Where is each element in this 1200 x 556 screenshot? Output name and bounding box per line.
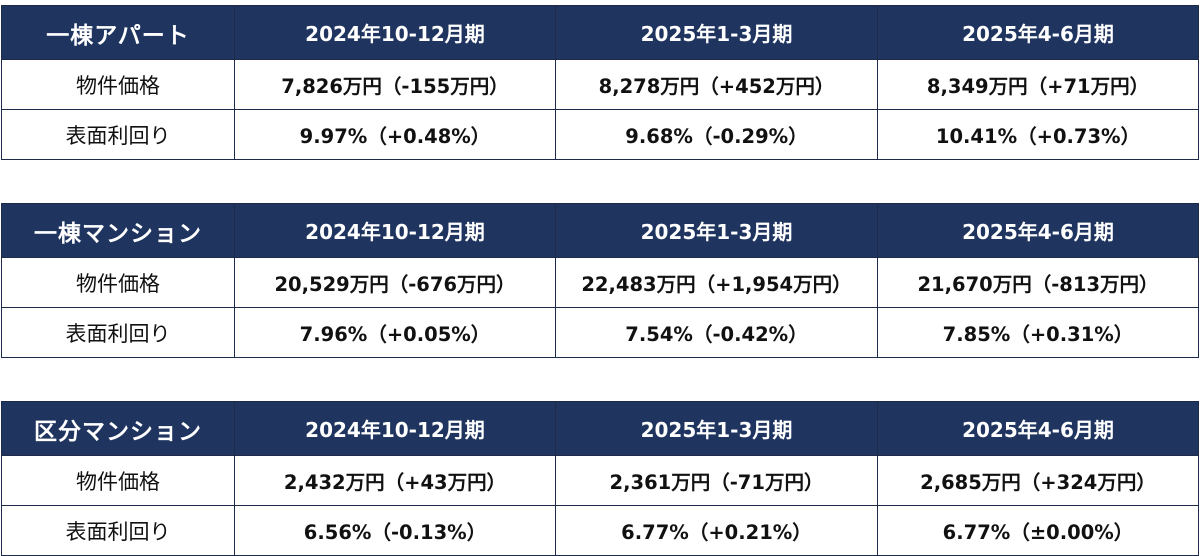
period-header: 2025年4-6月期 xyxy=(877,5,1199,60)
row-label: 表面利回り xyxy=(1,505,235,556)
period-header: 2024年10-12月期 xyxy=(234,203,556,258)
table-header-row: 一棟マンション 2024年10-12月期 2025年1-3月期 2025年4-6… xyxy=(1,203,1199,258)
table-cell: 6.77%（±0.00%） xyxy=(877,505,1199,556)
table-cell: 7.85%（+0.31%） xyxy=(877,307,1199,358)
row-label: 表面利回り xyxy=(1,109,235,160)
table-cell: 10.41%（+0.73%） xyxy=(877,109,1199,160)
period-header: 2025年4-6月期 xyxy=(877,203,1199,258)
row-label: 物件価格 xyxy=(1,257,235,308)
table-cell: 22,483万円（+1,954万円） xyxy=(555,257,878,308)
table-cell: 7.54%（-0.42%） xyxy=(555,307,878,358)
table-cell: 6.77%（+0.21%） xyxy=(555,505,878,556)
table-ittou-apart: 一棟アパート 2024年10-12月期 2025年1-3月期 2025年4-6月… xyxy=(1,5,1199,160)
table-cell: 6.56%（-0.13%） xyxy=(234,505,556,556)
category-header: 一棟アパート xyxy=(1,5,235,60)
table-header-row: 一棟アパート 2024年10-12月期 2025年1-3月期 2025年4-6月… xyxy=(1,5,1199,60)
table-cell: 20,529万円（-676万円） xyxy=(234,257,556,308)
table-cell: 9.68%（-0.29%） xyxy=(555,109,878,160)
row-label: 表面利回り xyxy=(1,307,235,358)
table-header-row: 区分マンション 2024年10-12月期 2025年1-3月期 2025年4-6… xyxy=(1,401,1199,456)
table-row-yield: 表面利回り 9.97%（+0.48%） 9.68%（-0.29%） 10.41%… xyxy=(1,109,1199,160)
table-cell: 2,432万円（+43万円） xyxy=(234,455,556,506)
table-row-price: 物件価格 20,529万円（-676万円） 22,483万円（+1,954万円）… xyxy=(1,257,1199,308)
period-header: 2025年4-6月期 xyxy=(877,401,1199,456)
table-cell: 7.96%（+0.05%） xyxy=(234,307,556,358)
period-header: 2024年10-12月期 xyxy=(234,5,556,60)
table-kubun-mansion: 区分マンション 2024年10-12月期 2025年1-3月期 2025年4-6… xyxy=(1,401,1199,556)
table-cell: 21,670万円（-813万円） xyxy=(877,257,1199,308)
table-row-price: 物件価格 7,826万円（-155万円） 8,278万円（+452万円） 8,3… xyxy=(1,59,1199,110)
period-header: 2025年1-3月期 xyxy=(555,5,878,60)
table-cell: 2,685万円（+324万円） xyxy=(877,455,1199,506)
table-row-yield: 表面利回り 7.96%（+0.05%） 7.54%（-0.42%） 7.85%（… xyxy=(1,307,1199,358)
row-label: 物件価格 xyxy=(1,455,235,506)
period-header: 2025年1-3月期 xyxy=(555,203,878,258)
table-cell: 2,361万円（-71万円） xyxy=(555,455,878,506)
table-ittou-mansion: 一棟マンション 2024年10-12月期 2025年1-3月期 2025年4-6… xyxy=(1,203,1199,358)
category-header: 区分マンション xyxy=(1,401,235,456)
table-row-yield: 表面利回り 6.56%（-0.13%） 6.77%（+0.21%） 6.77%（… xyxy=(1,505,1199,556)
period-header: 2025年1-3月期 xyxy=(555,401,878,456)
table-cell: 7,826万円（-155万円） xyxy=(234,59,556,110)
table-row-price: 物件価格 2,432万円（+43万円） 2,361万円（-71万円） 2,685… xyxy=(1,455,1199,506)
table-cell: 8,278万円（+452万円） xyxy=(555,59,878,110)
table-cell: 9.97%（+0.48%） xyxy=(234,109,556,160)
period-header: 2024年10-12月期 xyxy=(234,401,556,456)
category-header: 一棟マンション xyxy=(1,203,235,258)
row-label: 物件価格 xyxy=(1,59,235,110)
table-cell: 8,349万円（+71万円） xyxy=(877,59,1199,110)
